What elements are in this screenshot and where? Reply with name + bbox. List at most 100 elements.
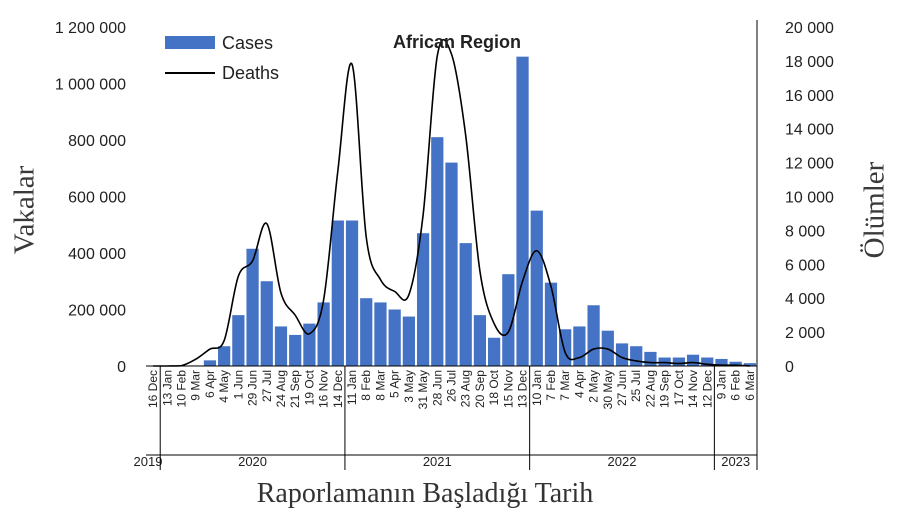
cases-bar — [360, 298, 373, 366]
year-label: 2021 — [423, 454, 452, 469]
cases-bar — [232, 315, 245, 366]
x-axis-tick-labels: 16 Dec 13 Jan 10 Feb 9 Mar 6 Apr 4 May 1 Jun 29… — [146, 369, 757, 409]
x-tick-label: 26 Jul — [445, 370, 459, 402]
cases-bar — [587, 305, 600, 366]
deaths-line-group — [153, 39, 750, 367]
cases-bar — [402, 316, 415, 366]
x-tick-label: 15 Nov — [501, 370, 515, 408]
x-tick-label: 6 Feb — [729, 370, 743, 401]
x-tick-label: 13 Jan — [160, 370, 174, 406]
x-tick-label: 5 Apr — [388, 370, 402, 398]
x-tick-label: 2 May — [587, 370, 601, 403]
y2-tick-label: 20 000 — [785, 20, 834, 37]
x-tick-label: 21 Sep — [288, 370, 302, 408]
cases-bar — [686, 354, 700, 366]
x-tick-label: 10 Jan — [530, 370, 544, 406]
cases-bar — [658, 357, 671, 366]
y2-tick-label: 4 000 — [785, 291, 825, 308]
y-axis-title: Vakalar — [9, 165, 41, 254]
x-tick-label: 6 Apr — [203, 370, 217, 398]
x-tick-label: 8 Feb — [359, 370, 373, 401]
legend-cases-swatch — [165, 36, 215, 49]
x-tick-label: 14 Dec — [331, 370, 345, 408]
y2-axis-title: Ölümler — [859, 161, 891, 258]
x-tick-label: 8 Mar — [373, 370, 387, 401]
cases-bar — [260, 281, 273, 366]
cases-bar — [502, 274, 515, 366]
cases-bar — [630, 346, 643, 366]
cases-bar — [459, 243, 472, 366]
y-tick-label: 0 — [117, 359, 126, 376]
y-tick-label: 1 200 000 — [55, 20, 126, 37]
x-tick-label: 22 Aug — [643, 370, 657, 407]
x-tick-label: 1 Jun — [231, 370, 245, 399]
legend-deaths-label: Deaths — [222, 63, 279, 83]
x-tick-label: 6 Mar — [743, 370, 757, 401]
cases-bar — [445, 162, 458, 366]
cases-bar — [317, 302, 330, 366]
cases-bar — [644, 351, 657, 366]
cases-bar — [715, 358, 728, 366]
cases-bar — [274, 326, 288, 366]
x-tick-label: 30 May — [601, 370, 615, 409]
cases-bar — [701, 357, 714, 366]
year-label: 2019 — [134, 454, 163, 469]
x-tick-label: 27 Jul — [260, 370, 274, 402]
y2-tick-label: 12 000 — [785, 156, 834, 173]
x-tick-label: 20 Sep — [473, 370, 487, 408]
cases-bar — [218, 346, 231, 366]
cases-bar — [743, 363, 757, 366]
cases-bar — [203, 360, 217, 366]
y2-tick-label: 14 000 — [785, 122, 834, 139]
y2-tick-label: 16 000 — [785, 88, 834, 105]
cases-bar — [416, 233, 430, 366]
x-tick-label: 28 Jun — [430, 370, 444, 406]
right-axis-ticks: 0 2 000 4 000 6 000 8 000 10 000 12 000 14 000 1… — [785, 20, 834, 376]
year-label: 2023 — [721, 454, 750, 469]
y-tick-label: 600 000 — [68, 190, 126, 207]
y2-tick-label: 2 000 — [785, 325, 825, 342]
cases-bar — [615, 343, 629, 366]
cases-bar — [331, 220, 344, 366]
cases-bar — [516, 56, 529, 366]
x-tick-label: 14 Nov — [686, 370, 700, 408]
cases-bar — [488, 337, 501, 366]
year-label: 2022 — [608, 454, 637, 469]
left-axis-ticks: 0 200 000 400 000 600 000 800 000 1 000 000 1 … — [55, 20, 126, 376]
y-tick-label: 1 000 000 — [55, 77, 126, 94]
x-tick-label: 9 Mar — [189, 370, 203, 401]
cases-bar — [473, 315, 487, 366]
cases-bar — [544, 282, 558, 366]
x-tick-label: 18 Oct — [487, 369, 501, 405]
y2-tick-label: 8 000 — [785, 223, 825, 240]
x-tick-label: 4 May — [217, 370, 231, 403]
x-axis-title: Raporlamanın Başladığı Tarih — [257, 478, 594, 509]
y2-tick-label: 6 000 — [785, 257, 825, 274]
y-tick-label: 800 000 — [68, 133, 126, 150]
cases-bar — [388, 309, 401, 366]
cases-bar — [374, 302, 387, 366]
x-tick-label: 7 Mar — [558, 370, 572, 401]
y2-tick-label: 18 000 — [785, 54, 834, 71]
y2-tick-label: 0 — [785, 359, 794, 376]
x-tick-label: 9 Jan — [714, 370, 728, 399]
deaths-line — [153, 39, 750, 367]
legend: Cases Deaths — [165, 33, 279, 83]
x-tick-label: 13 Dec — [516, 370, 530, 408]
cases-bar — [672, 357, 685, 366]
x-tick-label: 25 Jul — [629, 370, 643, 402]
cases-bar — [345, 220, 359, 366]
x-tick-label: 23 Aug — [459, 370, 473, 407]
chart-title: African Region — [393, 32, 521, 52]
cases-bar — [729, 361, 742, 366]
x-tick-label: 16 Nov — [317, 370, 331, 408]
axis-lines — [146, 20, 758, 470]
x-tick-label: 24 Aug — [274, 370, 288, 407]
cases-bar — [289, 334, 302, 366]
x-tick-label: 19 Oct — [302, 369, 316, 405]
cases-bar — [431, 137, 444, 366]
cases-bar — [246, 248, 259, 366]
x-tick-label: 11 Jan — [345, 370, 359, 405]
x-tick-label: 4 Apr — [572, 370, 586, 398]
